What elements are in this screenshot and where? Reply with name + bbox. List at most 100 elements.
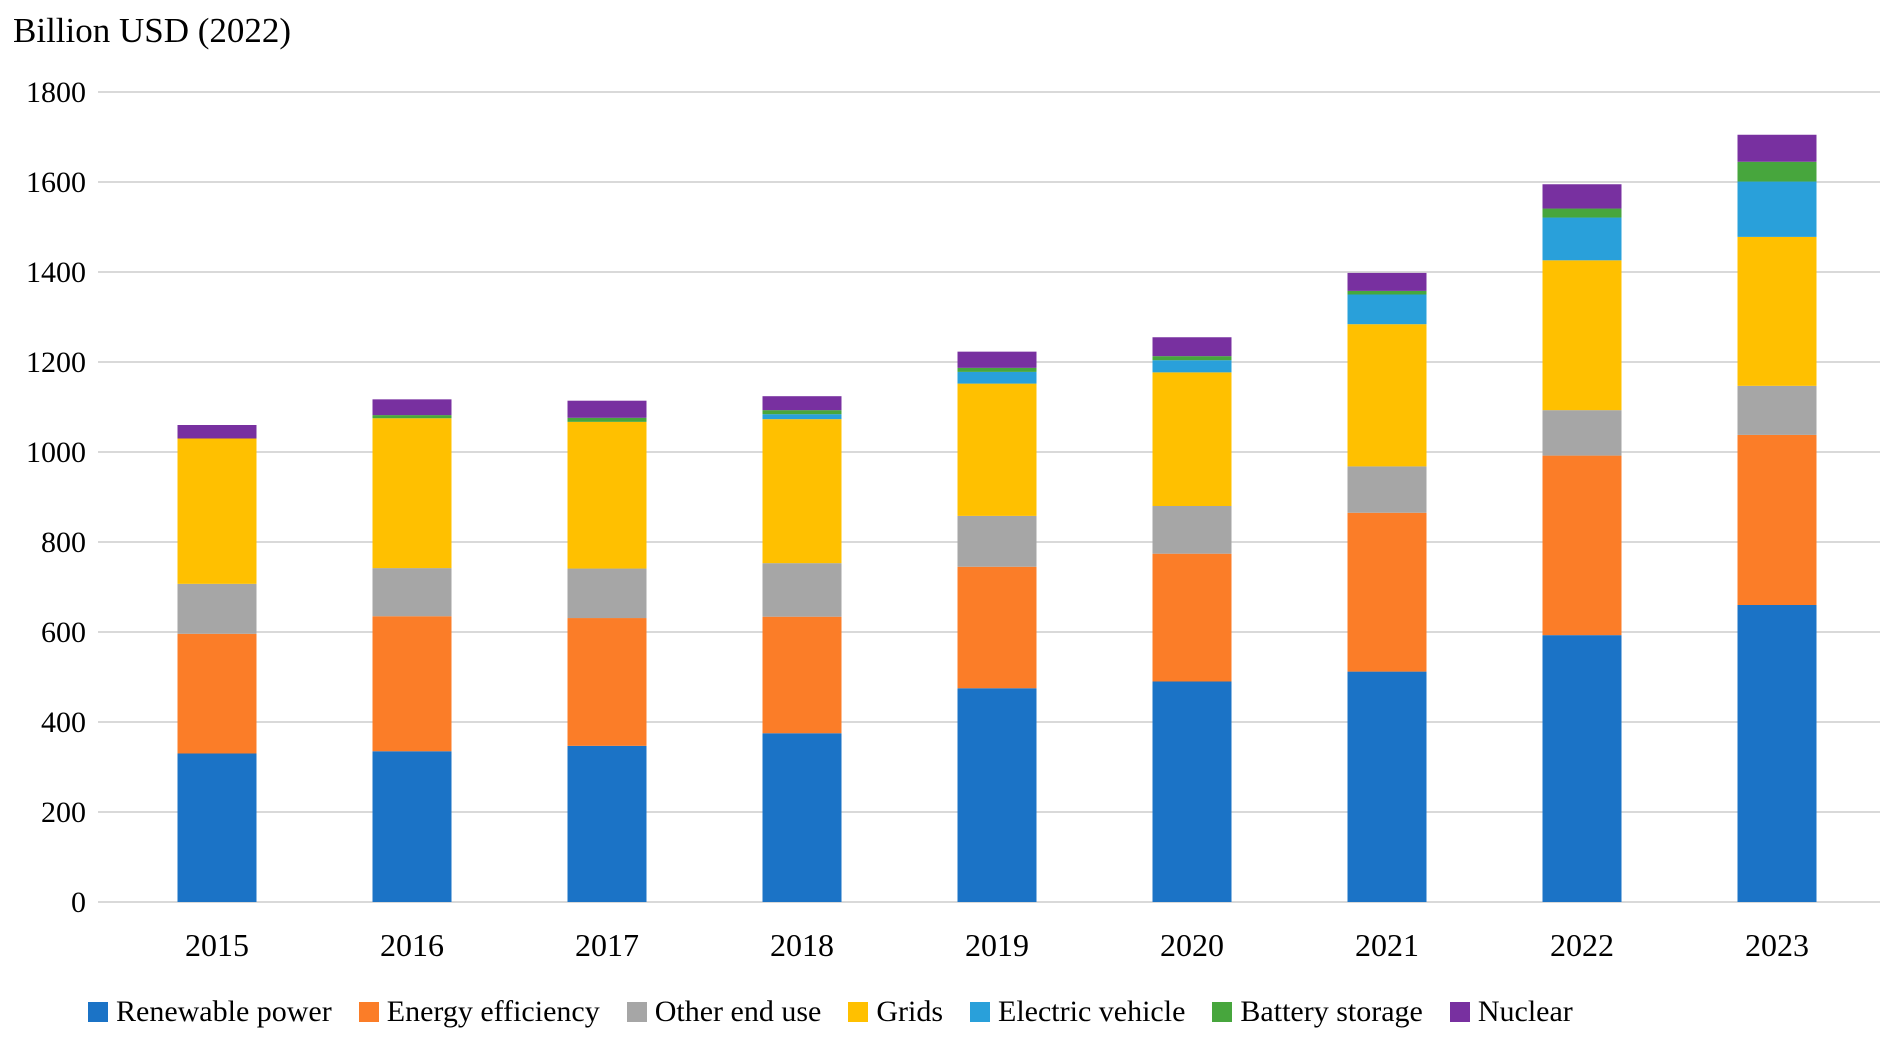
chart-legend: Renewable power Energy efficiency Other en…	[88, 990, 1876, 1034]
bar-segment-renewable-power-2018	[762, 733, 842, 902]
legend-label-nuclear: Nuclear	[1477, 995, 1573, 1028]
x-tick-label-2015: 2015	[185, 927, 249, 963]
bar-segment-grids-2017	[567, 421, 647, 569]
legend-swatch-grids	[848, 1002, 869, 1022]
y-axis-tick-labels: 0 200 400 600 800 1000 1200 1400 1600 1800	[26, 76, 86, 919]
bar-segment-renewable-power-2015	[177, 753, 257, 902]
legend-label-renewable-power: Renewable power	[116, 995, 332, 1028]
bar-segment-other-end-use-2016	[372, 568, 452, 617]
bar-segment-nuclear-2019	[957, 351, 1037, 368]
bar-segment-battery-storage-2021	[1347, 290, 1427, 295]
bar-segment-other-end-use-2023	[1737, 385, 1817, 435]
bar-segment-energy-efficiency-2022	[1542, 455, 1622, 636]
y-tick-label-800: 800	[41, 526, 86, 559]
legend-swatch-nuclear	[1449, 1002, 1470, 1022]
bar-segment-other-end-use-2017	[567, 568, 647, 619]
y-tick-label-600: 600	[41, 616, 86, 649]
bar-segment-grids-2015	[177, 438, 257, 584]
x-tick-label-2022: 2022	[1550, 927, 1614, 963]
bar-segment-nuclear-2021	[1347, 272, 1427, 291]
bar-segment-renewable-power-2016	[372, 751, 452, 902]
x-axis-tick-labels: 2015 2016 2017 2018 2019 2020 2021 2022 2023	[185, 927, 1809, 963]
legend-label-grids: Grids	[876, 995, 944, 1028]
bar-segment-renewable-power-2023	[1737, 605, 1817, 902]
bar-segment-grids-2018	[762, 419, 842, 564]
bar-segment-energy-efficiency-2023	[1737, 434, 1817, 605]
bar-segment-grids-2016	[372, 418, 452, 569]
bar-segment-other-end-use-2021	[1347, 466, 1427, 513]
bar-segment-electric-vehicle-2023	[1737, 181, 1817, 237]
bar-segment-nuclear-2022	[1542, 184, 1622, 209]
y-tick-label-1400: 1400	[26, 256, 86, 289]
bar-segment-renewable-power-2020	[1152, 681, 1232, 902]
y-tick-label-1800: 1800	[26, 76, 86, 109]
bars	[177, 134, 1817, 902]
bar-segment-battery-storage-2017	[567, 417, 647, 422]
bar-segment-battery-storage-2019	[957, 367, 1037, 372]
x-tick-label-2016: 2016	[380, 927, 444, 963]
bar-segment-energy-efficiency-2021	[1347, 512, 1427, 672]
legend-item-electric-vehicle: Electric vehicle	[970, 997, 1185, 1027]
bar-segment-electric-vehicle-2020	[1152, 360, 1232, 373]
bar-segment-energy-efficiency-2015	[177, 633, 257, 754]
bar-segment-nuclear-2015	[177, 425, 257, 439]
y-tick-label-1200: 1200	[26, 346, 86, 379]
bar-segment-battery-storage-2022	[1542, 208, 1622, 218]
legend-item-battery-storage: Battery storage	[1212, 995, 1423, 1028]
bar-segment-other-end-use-2019	[957, 515, 1037, 567]
legend-item-renewable-power: Renewable power	[88, 997, 332, 1027]
legend-label-electric-vehicle: Electric vehicle	[998, 995, 1186, 1028]
bar-segment-electric-vehicle-2022	[1542, 217, 1622, 261]
bar-segment-renewable-power-2022	[1542, 635, 1622, 902]
legend-item-energy-efficiency: Energy efficiency	[358, 995, 600, 1028]
bar-segment-renewable-power-2019	[957, 688, 1037, 902]
legend-item-nuclear: Nuclear	[1449, 995, 1573, 1028]
bar-segment-battery-storage-2020	[1152, 356, 1232, 361]
y-tick-label-1000: 1000	[26, 436, 86, 469]
legend-swatch-electric-vehicle	[970, 1002, 991, 1022]
bar-segment-renewable-power-2017	[567, 745, 647, 902]
x-tick-label-2023: 2023	[1745, 927, 1809, 963]
legend-label-energy-efficiency: Energy efficiency	[386, 995, 600, 1028]
bar-segment-other-end-use-2020	[1152, 506, 1232, 554]
bar-segment-electric-vehicle-2021	[1347, 294, 1427, 325]
bar-segment-other-end-use-2018	[762, 563, 842, 617]
bar-segment-energy-efficiency-2018	[762, 616, 842, 734]
y-tick-label-1600: 1600	[26, 166, 86, 199]
bar-segment-nuclear-2018	[762, 396, 842, 411]
x-tick-label-2021: 2021	[1355, 927, 1419, 963]
legend-label-battery-storage: Battery storage	[1240, 995, 1423, 1028]
bar-segment-grids-2021	[1347, 324, 1427, 467]
bar-segment-nuclear-2020	[1152, 337, 1232, 357]
legend-item-grids: Grids	[848, 997, 943, 1027]
bar-segment-renewable-power-2021	[1347, 671, 1427, 902]
bar-segment-energy-efficiency-2016	[372, 616, 452, 752]
x-tick-label-2018: 2018	[770, 927, 834, 963]
legend-item-other-end-use: Other end use	[626, 995, 822, 1028]
bar-segment-grids-2019	[957, 383, 1037, 516]
bar-segment-energy-efficiency-2020	[1152, 553, 1232, 682]
bar-segment-grids-2022	[1542, 260, 1622, 411]
legend-label-other-end-use: Other end use	[654, 995, 822, 1028]
y-tick-label-400: 400	[41, 706, 86, 739]
legend-swatch-renewable-power	[88, 1002, 108, 1022]
x-tick-label-2017: 2017	[575, 927, 639, 963]
bar-segment-other-end-use-2022	[1542, 410, 1622, 456]
y-tick-label-200: 200	[41, 796, 86, 829]
bar-segment-energy-efficiency-2017	[567, 618, 647, 746]
bar-segment-battery-storage-2023	[1737, 161, 1817, 182]
bar-segment-grids-2023	[1737, 236, 1817, 386]
y-tick-label-0: 0	[71, 886, 86, 919]
x-tick-label-2020: 2020	[1160, 927, 1224, 963]
legend-swatch-energy-efficiency	[358, 1002, 379, 1022]
bar-segment-nuclear-2023	[1737, 134, 1817, 162]
bar-segment-nuclear-2017	[567, 400, 647, 418]
bar-segment-battery-storage-2016	[372, 415, 452, 419]
bar-segment-grids-2020	[1152, 372, 1232, 506]
bar-segment-electric-vehicle-2019	[957, 371, 1037, 384]
bar-segment-battery-storage-2018	[762, 410, 842, 415]
chart-title: Billion USD (2022)	[13, 11, 291, 50]
legend-swatch-battery-storage	[1212, 1002, 1233, 1022]
